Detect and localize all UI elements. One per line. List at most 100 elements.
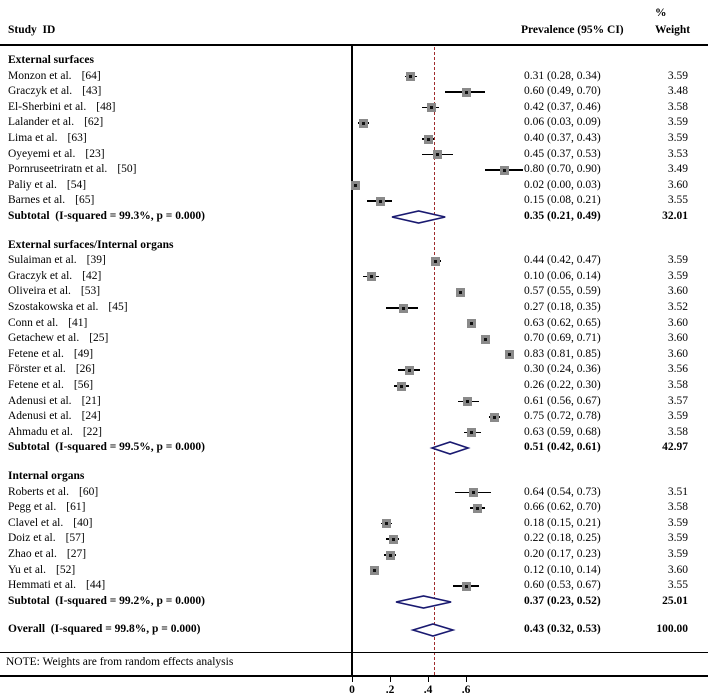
study-ref: [39] (86, 254, 106, 267)
study-ref: [50] (117, 163, 137, 176)
study-ref: [52] (56, 563, 76, 576)
study-ref: [23] (85, 147, 105, 160)
study-label: Barnes et al. [65] (8, 194, 95, 207)
weight-value: 3.59 (667, 548, 688, 560)
study-label: Hemmati et al. [44] (8, 579, 106, 592)
study-label: Roberts et al. [60] (8, 485, 99, 498)
weight-value: 3.59 (667, 269, 688, 282)
study-label: Graczyk et al. [42] (8, 269, 102, 282)
effect-marker-dot (401, 306, 405, 310)
weight-value: 3.58 (667, 501, 688, 514)
study-ref: [22] (82, 425, 102, 438)
axis-tick (427, 675, 429, 682)
effect-marker-dot (493, 415, 496, 419)
group-header: External surfaces/Internal organs (8, 238, 174, 251)
weight-value: 3.59 (667, 116, 688, 129)
study-label: Paliy et al. [54] (8, 178, 87, 191)
effect-marker-dot (464, 90, 468, 94)
study-ref: [63] (67, 132, 87, 144)
effect-marker-dot (508, 353, 512, 357)
study-label: Conn et al. [41] (8, 316, 88, 329)
study-label: Szostakowska et al. [45] (8, 301, 128, 313)
axis-tick (465, 675, 467, 682)
effect-estimate-text: 0.64 (0.54, 0.73) (524, 485, 601, 498)
weight-column-header: Weight (655, 24, 691, 36)
effect-marker-dot (379, 199, 382, 203)
effect-column-header: Prevalence (95% CI) (521, 24, 624, 36)
group-header: Internal organs (8, 470, 85, 482)
study-id-header: Study ID (8, 24, 56, 36)
overall-estimate-dashed-line (433, 47, 435, 675)
summary-diamond (410, 623, 456, 638)
study-ref: [42] (82, 269, 102, 282)
effect-estimate-text: 0.42 (0.37, 0.46) (524, 100, 601, 113)
axis-tick-label: .4 (423, 684, 433, 696)
header-divider (0, 44, 708, 46)
effect-estimate-text: 0.80 (0.70, 0.90) (524, 163, 601, 176)
effect-estimate-text: 0.35 (0.21, 0.49) (524, 210, 601, 222)
study-label: Graczyk et al. [43] (8, 85, 102, 98)
effect-estimate-text: 0.43 (0.32, 0.53) (524, 623, 601, 636)
effect-estimate-text: 0.10 (0.06, 0.14) (524, 269, 601, 282)
weight-value: 3.55 (667, 579, 688, 592)
summary-diamond (429, 441, 471, 456)
weight-value: 3.59 (667, 410, 688, 423)
axis-tick-label: .2 (385, 684, 395, 696)
effect-marker-dot (426, 137, 430, 141)
subtotal-label: Subtotal (I-squared = 99.2%, p = 0.000) (8, 594, 205, 607)
weight-value: 3.56 (667, 363, 688, 376)
weight-value: 3.58 (667, 379, 688, 391)
weight-value: 3.59 (667, 69, 688, 82)
study-ref: [54] (66, 178, 87, 191)
weight-value: 3.59 (667, 132, 688, 144)
study-label: Oliveira et al. [53] (8, 285, 101, 298)
effect-marker-dot (399, 384, 403, 388)
study-label: Adenusi et al. [21] (8, 394, 101, 407)
weight-value: 3.60 (667, 347, 688, 360)
summary-diamond (395, 594, 451, 609)
effect-marker-dot (483, 337, 487, 341)
weight-value: 3.59 (667, 254, 688, 267)
weight-value: 3.55 (667, 194, 688, 207)
study-ref: [41] (68, 316, 88, 329)
study-label: Förster et al. [26] (8, 363, 95, 376)
study-label: Lima et al. [63] (8, 132, 87, 144)
study-label: El-Sherbini et al. [48] (8, 100, 116, 113)
weight-value: 3.53 (667, 147, 688, 160)
weight-value: 32.01 (662, 210, 688, 222)
weight-value: 3.60 (667, 285, 688, 298)
weight-value: 25.01 (662, 594, 688, 607)
effect-estimate-text: 0.37 (0.23, 0.52) (524, 594, 601, 607)
effect-marker-dot (470, 431, 474, 435)
study-label: Monzon et al. [64] (8, 69, 101, 82)
weight-value: 3.58 (667, 100, 688, 113)
effect-marker-dot (464, 584, 468, 588)
effect-estimate-text: 0.44 (0.42, 0.47) (524, 254, 601, 267)
effect-marker-dot (384, 522, 388, 526)
effect-marker-dot (475, 506, 479, 510)
weight-value: 3.48 (667, 85, 688, 98)
null-effect-line (351, 44, 353, 675)
study-label: Pegg et al. [61] (8, 501, 86, 514)
effect-marker-dot (388, 553, 392, 557)
study-ref: [27] (66, 548, 87, 560)
weight-value: 3.60 (667, 178, 688, 191)
weight-value: 3.59 (667, 516, 688, 529)
weight-percent-header: % (655, 7, 667, 19)
study-ref: [61] (66, 501, 86, 514)
study-ref: [53] (80, 285, 101, 298)
effect-estimate-text: 0.60 (0.49, 0.70) (524, 85, 601, 98)
study-label: Zhao et al. [27] (8, 548, 87, 560)
note: NOTE: Weights are from random effects an… (6, 656, 234, 668)
effect-estimate-text: 0.02 (0.00, 0.03) (524, 178, 601, 191)
study-ref: [49] (73, 347, 94, 360)
effect-estimate-text: 0.60 (0.53, 0.67) (524, 579, 601, 592)
study-label: Oyeyemi et al. [23] (8, 147, 105, 160)
study-label: Pornruseetriratn et al. [50] (8, 163, 137, 176)
effect-estimate-text: 0.40 (0.37, 0.43) (524, 132, 601, 144)
effect-estimate-text: 0.63 (0.59, 0.68) (524, 425, 601, 438)
effect-estimate-text: 0.57 (0.55, 0.59) (524, 285, 601, 298)
study-ref: [57] (65, 532, 85, 545)
effect-marker-dot (502, 168, 506, 172)
group-header: External surfaces (8, 54, 94, 66)
